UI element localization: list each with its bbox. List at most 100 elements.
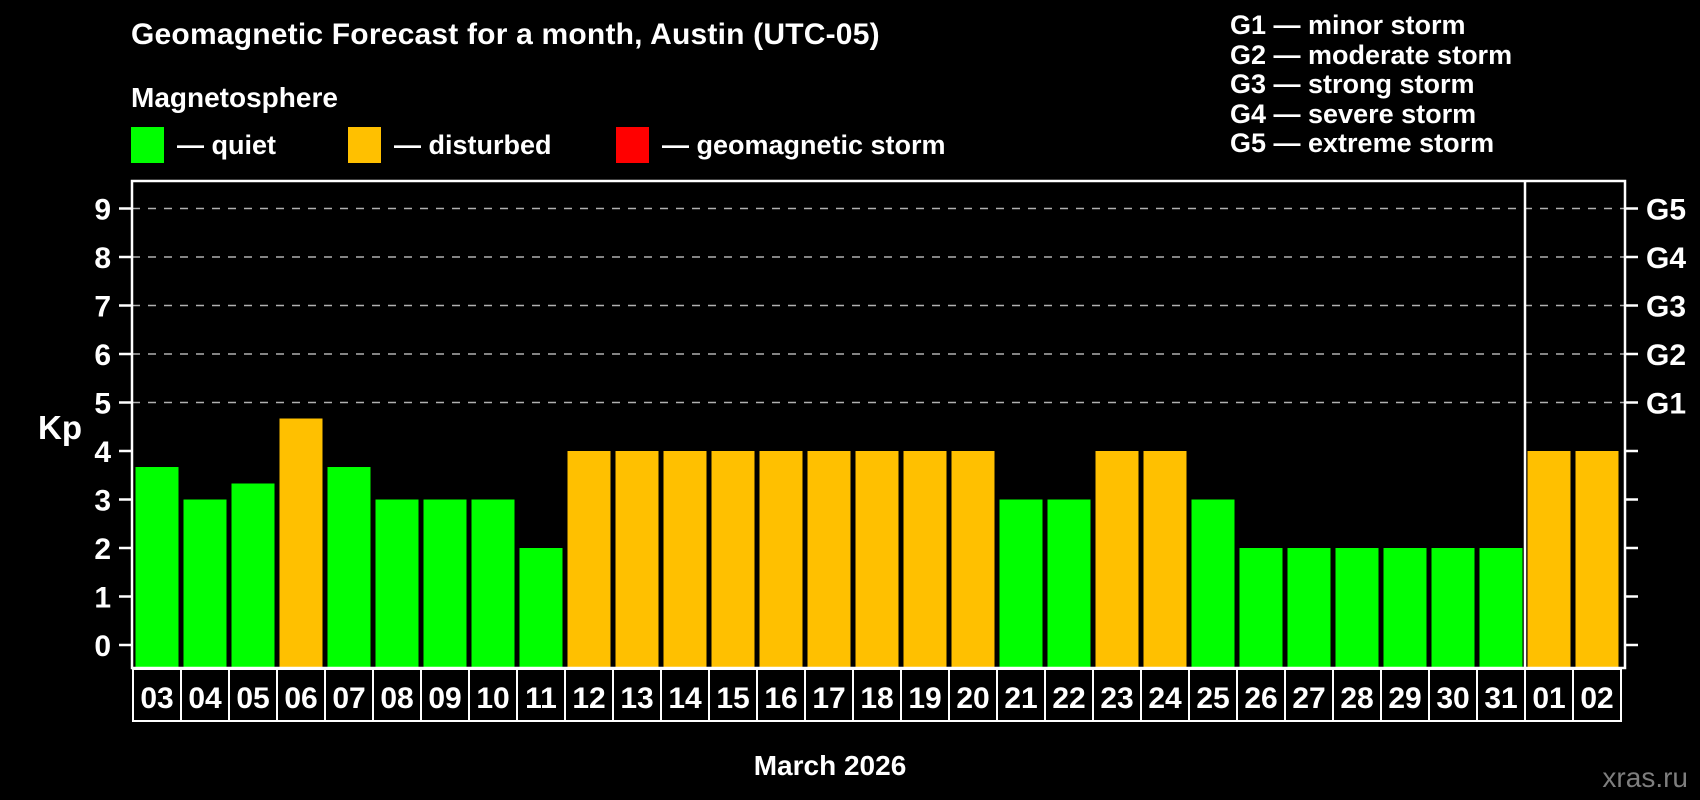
disturbed-color-swatch [348, 127, 381, 163]
day-label: 25 [1196, 682, 1229, 715]
day-label: 20 [956, 682, 989, 715]
y-tick-label: 4 [94, 436, 111, 469]
y-tick-label: 2 [94, 533, 111, 566]
kp-bar-day-26 [1239, 548, 1283, 668]
day-label: 10 [476, 682, 509, 715]
disturbed-legend-label: — disturbed [394, 129, 552, 160]
kp-bar-day-29 [1383, 548, 1427, 668]
day-label: 09 [428, 682, 461, 715]
legend-item-quiet: — quiet [131, 127, 276, 163]
kp-bar-day-18 [855, 451, 899, 668]
g-axis-label-g2: G2 [1646, 339, 1686, 372]
kp-bar-day-27 [1287, 548, 1331, 668]
kp-bar-day-25 [1191, 499, 1235, 668]
y-tick-label: 8 [94, 242, 111, 275]
y-tick-label: 0 [94, 630, 111, 663]
g-legend-row-g1: G1 — minor storm [1230, 10, 1466, 40]
kp-bar-day-12 [567, 451, 611, 668]
legend-item-storm: — geomagnetic storm [616, 127, 946, 163]
kp-bar-day-03 [135, 467, 179, 668]
day-label: 30 [1436, 682, 1469, 715]
day-label: 08 [380, 682, 413, 715]
day-label: 31 [1484, 682, 1517, 715]
kp-bar-day-21 [999, 499, 1043, 668]
g-axis-label-g5: G5 [1646, 194, 1686, 227]
y-tick-label: 5 [94, 388, 111, 421]
g-axis-label-g4: G4 [1646, 242, 1686, 275]
day-label: 21 [1004, 682, 1037, 715]
g-legend-row-g5: G5 — extreme storm [1230, 128, 1495, 159]
day-label: 29 [1388, 682, 1421, 715]
day-label: 14 [668, 682, 702, 715]
kp-bar-day-14 [663, 451, 707, 668]
day-label: 03 [140, 682, 173, 715]
day-label: 06 [284, 682, 317, 715]
day-label: 02 [1580, 682, 1613, 715]
day-label: 28 [1340, 682, 1373, 715]
kp-bar-day-10 [471, 499, 515, 668]
y-tick-label: 9 [94, 194, 111, 227]
day-label: 19 [908, 682, 941, 715]
day-label: 05 [236, 682, 269, 715]
storm-legend-label: — geomagnetic storm [662, 129, 946, 160]
g-axis-label-g1: G1 [1646, 388, 1686, 421]
kp-bar-day-16 [759, 451, 803, 668]
kp-bar-day-30 [1431, 548, 1475, 668]
y-tick-label: 1 [94, 582, 111, 615]
g-legend-row-g3: G3 — strong storm [1230, 69, 1475, 100]
kp-bar-day-08 [375, 499, 419, 668]
kp-bar-day-09 [423, 499, 467, 668]
kp-bar-day-07 [327, 467, 371, 668]
y-tick-label: 3 [94, 485, 111, 518]
day-label: 18 [860, 682, 893, 715]
day-label: 07 [332, 682, 365, 715]
day-label: 12 [572, 682, 605, 715]
kp-bar-day-17 [807, 451, 851, 668]
day-label: 16 [764, 682, 797, 715]
kp-bar-day-01 [1527, 451, 1571, 668]
kp-bar-day-22 [1047, 499, 1091, 668]
legend-item-disturbed: — disturbed [348, 127, 552, 163]
kp-bar-day-31 [1479, 548, 1523, 668]
kp-bar-day-02 [1575, 451, 1619, 668]
kp-bar-day-13 [615, 451, 659, 668]
watermark: xras.ru [1602, 762, 1688, 793]
day-label: 15 [716, 682, 749, 715]
kp-bar-day-04 [183, 499, 227, 668]
kp-bar-day-28 [1335, 548, 1379, 668]
day-label: 17 [812, 682, 845, 715]
day-label: 26 [1244, 682, 1277, 715]
day-label: 24 [1148, 682, 1182, 715]
day-label: 22 [1052, 682, 1085, 715]
kp-bar-day-06 [279, 418, 323, 668]
y-tick-label: 7 [94, 291, 111, 324]
day-label: 23 [1100, 682, 1133, 715]
magnetosphere-label: Magnetosphere [131, 82, 338, 113]
y-tick-label: 6 [94, 339, 111, 372]
quiet-legend-label: — quiet [177, 129, 276, 160]
day-label: 01 [1532, 682, 1565, 715]
g-scale-legend: G1 — minor storm G2 — moderate storm G3 … [1230, 10, 1513, 159]
kp-bar-day-15 [711, 451, 755, 668]
kp-bar-day-20 [951, 451, 995, 668]
chart-title: Geomagnetic Forecast for a month, Austin… [131, 18, 880, 51]
kp-bar-day-23 [1095, 451, 1139, 668]
day-label: 13 [620, 682, 653, 715]
day-label: 11 [525, 682, 557, 715]
quiet-color-swatch [131, 127, 164, 163]
day-label-cell [1572, 668, 1622, 722]
storm-color-swatch [616, 127, 649, 163]
x-axis-month-label: March 2026 [753, 750, 907, 781]
g-legend-row-g2: G2 — moderate storm [1230, 39, 1513, 70]
y-axis-label: Kp [38, 409, 82, 446]
g-axis-label-g3: G3 [1646, 291, 1686, 324]
kp-bar-day-05 [231, 483, 275, 668]
kp-bar-day-24 [1143, 451, 1187, 668]
g-legend-row-g4: G4 — severe storm [1230, 98, 1477, 129]
day-label: 04 [188, 682, 222, 715]
kp-bar-day-19 [903, 451, 947, 668]
day-label: 27 [1292, 682, 1325, 715]
kp-bar-day-11 [519, 548, 563, 668]
